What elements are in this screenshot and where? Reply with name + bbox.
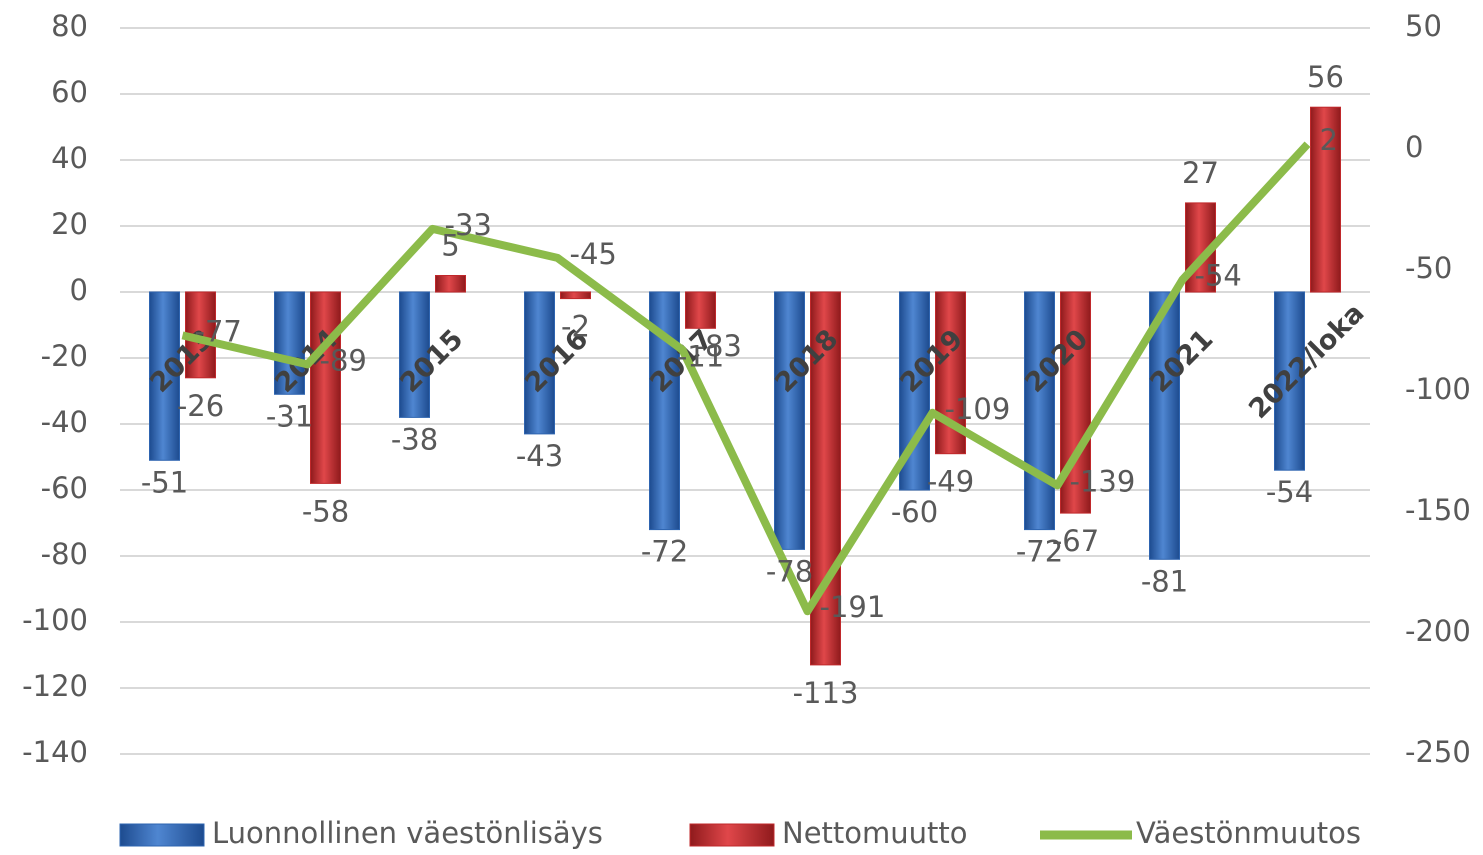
data-label: -72 <box>1016 535 1063 569</box>
y-tick-label: 60 <box>51 75 88 109</box>
data-label: -2 <box>561 310 590 344</box>
data-label: 56 <box>1307 60 1344 94</box>
legend-label: Nettomuutto <box>782 816 968 850</box>
y-tick-label: -80 <box>41 537 88 571</box>
bar <box>274 291 305 395</box>
bar <box>1274 291 1305 471</box>
y2-tick-label: -150 <box>1405 493 1471 527</box>
data-label: -109 <box>945 392 1011 426</box>
data-label: -43 <box>516 439 563 473</box>
y2-tick-label: 0 <box>1405 130 1423 164</box>
bar <box>685 291 716 329</box>
data-label: -51 <box>141 465 188 499</box>
y-tick-label: -100 <box>22 603 88 637</box>
data-label: -67 <box>1052 524 1099 558</box>
data-label: -89 <box>320 343 367 377</box>
y-tick-label: -40 <box>41 405 88 439</box>
bar <box>560 291 591 300</box>
legend-label: Luonnollinen väestönlisäys <box>212 816 603 850</box>
y2-tick-label: 50 <box>1405 9 1442 43</box>
y2-tick-label: -200 <box>1405 614 1471 648</box>
y-tick-label: -140 <box>22 735 88 769</box>
y-tick-label: 0 <box>70 273 88 307</box>
legend-swatch <box>119 823 205 847</box>
y-tick-label: -60 <box>41 471 88 505</box>
y-tick-label: -120 <box>22 669 88 703</box>
data-label: 5 <box>441 229 459 263</box>
bar <box>524 291 555 435</box>
bar <box>435 275 466 293</box>
y2-tick-label: -50 <box>1405 251 1452 285</box>
legend-swatch <box>689 823 775 847</box>
data-label: -38 <box>391 422 438 456</box>
data-label: -77 <box>195 314 242 348</box>
bar <box>310 291 341 484</box>
data-label: -58 <box>302 494 349 528</box>
data-label: -60 <box>891 495 938 529</box>
bar <box>149 291 180 461</box>
data-label: -49 <box>927 465 974 499</box>
line <box>181 141 1311 616</box>
bar <box>399 291 430 418</box>
legend-label: Väestönmuutos <box>1136 816 1361 850</box>
data-label: -113 <box>793 676 859 710</box>
data-label: -81 <box>1141 564 1188 598</box>
bar <box>1024 291 1055 531</box>
data-label: -54 <box>1195 259 1242 293</box>
bar <box>1310 106 1341 293</box>
y2-tick-label: -250 <box>1405 735 1471 769</box>
data-label: -191 <box>820 590 886 624</box>
data-label: -139 <box>1070 464 1136 498</box>
y-tick-label: 20 <box>51 207 88 241</box>
data-label: -11 <box>677 339 724 373</box>
bar <box>1149 291 1180 560</box>
data-label: -83 <box>695 329 742 363</box>
bar <box>774 291 805 550</box>
data-label: 27 <box>1182 156 1219 190</box>
y-tick-label: -20 <box>41 339 88 373</box>
data-label: -78 <box>766 554 813 588</box>
data-label: -33 <box>445 208 492 242</box>
data-label: -54 <box>1266 475 1313 509</box>
data-label: -45 <box>570 237 617 271</box>
y-tick-label: 40 <box>51 141 88 175</box>
data-label: -26 <box>177 389 224 423</box>
y-tick-label: 80 <box>51 9 88 43</box>
data-label: 2 <box>1320 123 1338 157</box>
x-tick-label: 2022/loka <box>1243 298 1370 425</box>
data-label: -31 <box>266 399 313 433</box>
data-label: -72 <box>641 535 688 569</box>
y2-tick-label: -100 <box>1405 372 1471 406</box>
